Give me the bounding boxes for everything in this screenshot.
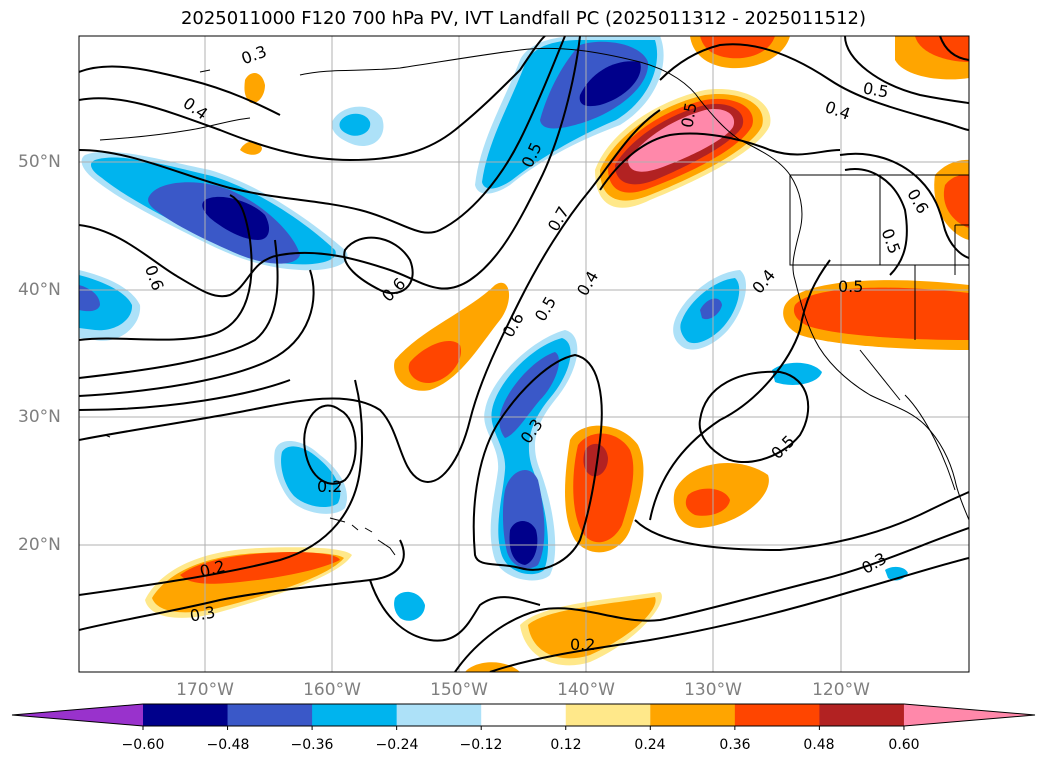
contour-label: 0.2 bbox=[570, 635, 595, 654]
lon-label: 130°W bbox=[684, 680, 742, 700]
colorbar-segment bbox=[396, 704, 482, 726]
colorbar-segment bbox=[227, 704, 313, 726]
colorbar-segment bbox=[734, 704, 820, 726]
shaded-region bbox=[509, 521, 538, 565]
colorbar-tick-label: 0.60 bbox=[888, 737, 920, 753]
contour-label: 0.5 bbox=[862, 78, 890, 101]
shaded-region bbox=[700, 36, 775, 59]
shaded-region bbox=[202, 196, 270, 240]
contour-label: 0.3 bbox=[188, 602, 216, 625]
colorbar-tick-label: 0.12 bbox=[550, 737, 582, 753]
contour-label: 0.5 bbox=[677, 101, 700, 129]
shaded-region bbox=[240, 141, 262, 155]
shaded-region bbox=[772, 362, 822, 385]
shaded-region bbox=[394, 591, 425, 621]
colorbar-tick-label: −0.24 bbox=[375, 737, 419, 753]
colorbar-tick-label: −0.12 bbox=[459, 737, 503, 753]
shaded-region bbox=[579, 61, 641, 107]
shaded-region bbox=[79, 285, 100, 312]
shaded-region bbox=[583, 443, 608, 477]
colorbar-tick-label: −0.36 bbox=[290, 737, 334, 753]
shaded-region bbox=[79, 275, 133, 331]
shaded-field-layer bbox=[79, 36, 969, 672]
colorbar-tick-label: 0.48 bbox=[803, 737, 835, 753]
lon-label: 170°W bbox=[176, 680, 234, 700]
colorbar bbox=[11, 703, 1036, 730]
lon-label: 120°W bbox=[812, 680, 870, 700]
shaded-region bbox=[943, 174, 969, 228]
lon-label: 160°W bbox=[303, 680, 361, 700]
coastline-layer bbox=[99, 47, 969, 556]
colorbar-segment bbox=[481, 704, 567, 726]
shaded-region bbox=[244, 73, 265, 104]
shaded-region bbox=[339, 113, 371, 136]
plot-frame bbox=[78, 35, 970, 673]
lat-label: 40°N bbox=[18, 280, 61, 300]
colorbar-segment bbox=[312, 704, 398, 726]
colorbar-tick-label: 0.36 bbox=[719, 737, 751, 753]
lat-label: 50°N bbox=[18, 152, 61, 172]
shaded-region bbox=[528, 597, 656, 659]
colorbar-extend-min bbox=[12, 704, 143, 726]
contour-label: 0.5 bbox=[838, 277, 863, 296]
colorbar-extend-max bbox=[903, 704, 1035, 726]
lon-label: 150°W bbox=[430, 680, 488, 700]
colorbar-segment bbox=[819, 704, 905, 726]
shaded-region bbox=[408, 341, 461, 384]
shaded-region bbox=[180, 552, 340, 584]
shaded-region bbox=[465, 662, 520, 672]
colorbar-segment bbox=[143, 704, 229, 726]
lat-label: 20°N bbox=[18, 535, 61, 555]
colorbar-tick-label: −0.48 bbox=[206, 737, 250, 753]
shaded-region bbox=[628, 109, 735, 172]
contour-layer bbox=[79, 36, 969, 672]
shaded-region bbox=[281, 446, 341, 508]
lat-label: 30°N bbox=[18, 407, 61, 427]
colorbar-tick-label: 0.24 bbox=[634, 737, 666, 753]
colorbar-tick-label: −0.60 bbox=[121, 737, 165, 753]
shaded-region bbox=[700, 298, 722, 320]
shaded-region bbox=[685, 488, 730, 516]
colorbar-segment bbox=[565, 704, 651, 726]
contour-label: 0.2 bbox=[317, 477, 342, 496]
colorbar-segment bbox=[650, 704, 736, 726]
lon-label: 140°W bbox=[557, 680, 615, 700]
shaded-region bbox=[793, 287, 969, 340]
map-title: 2025011000 F120 700 hPa PV, IVT Landfall… bbox=[180, 8, 867, 29]
